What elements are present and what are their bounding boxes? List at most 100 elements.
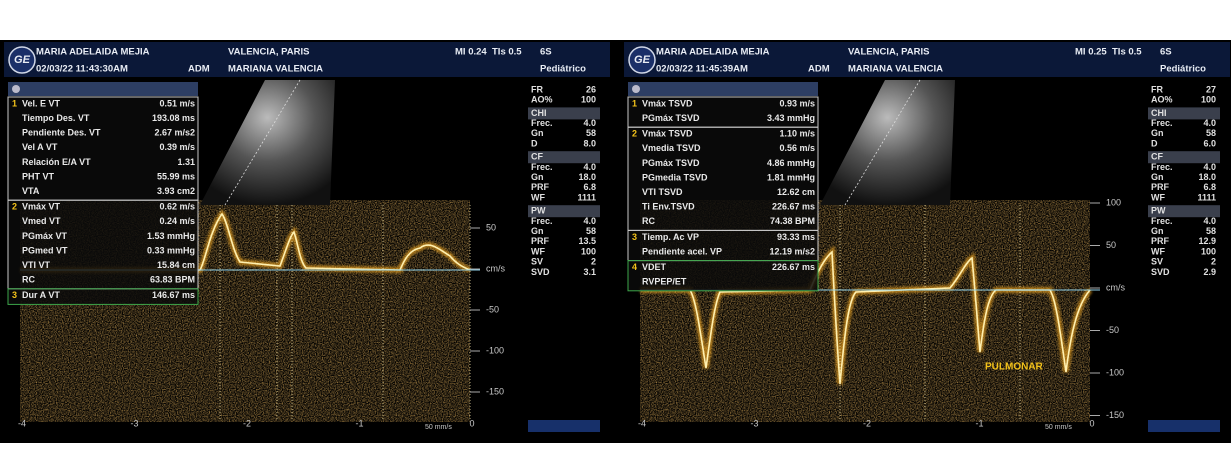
param-label: WF — [531, 192, 545, 202]
time-label: 0 — [1089, 418, 1094, 428]
param-value: 58 — [586, 128, 596, 138]
measurement-value: 0.24 m/s — [159, 216, 195, 226]
header-datetime: 02/03/22 11:43:30AM — [36, 64, 128, 75]
param-label: Gn — [1151, 226, 1164, 236]
param-value: 6.8 — [1203, 182, 1216, 192]
box-icon — [12, 85, 20, 93]
header-tis: TIs 0.5 — [492, 47, 522, 58]
header-tis: TIs 0.5 — [1112, 47, 1142, 58]
measurement-value: 12.19 m/s2 — [769, 246, 815, 256]
sweep-speed: 50 mm/s — [1045, 424, 1072, 431]
header-mi: MI 0.24 — [455, 47, 487, 58]
measurement-value: 226.67 ms — [772, 202, 815, 212]
param-section-label: CHI — [531, 108, 547, 118]
time-label: 0 — [469, 418, 474, 428]
box-head — [628, 82, 818, 96]
param-value: 58 — [1206, 128, 1216, 138]
velocity-label: -50 — [1106, 325, 1119, 335]
param-value: 4.0 — [583, 118, 596, 128]
status-box — [1148, 420, 1220, 432]
param-value: 8.0 — [583, 138, 596, 148]
measurement-label: Pendiente Des. VT — [22, 128, 101, 138]
param-label: PRF — [1151, 236, 1170, 246]
time-label: -2 — [243, 418, 251, 428]
time-label: -4 — [18, 418, 26, 428]
param-section-label: CHI — [1151, 108, 1167, 118]
param-label: SV — [1151, 257, 1163, 267]
param-label: Frec. — [531, 216, 553, 226]
velocity-label: 50 — [486, 222, 496, 232]
measurement-value: 63.83 BPM — [150, 275, 195, 285]
header-probe: 6S — [540, 47, 552, 58]
measurement-label: Vmáx VT — [22, 202, 61, 212]
param-label: Gn — [531, 172, 544, 182]
param-label: D — [531, 138, 538, 148]
measurement-value: 0.62 m/s — [159, 202, 195, 212]
header-patient: MARIA ADELAIDA MEJIA — [656, 47, 770, 58]
param-label: PRF — [531, 236, 550, 246]
measurement-label: Vmáx TSVD — [642, 129, 693, 139]
param-value: 58 — [586, 226, 596, 236]
measurement-value: 193.08 ms — [152, 113, 195, 123]
measurement-label: Vmáx TSVD — [642, 98, 693, 108]
param-label: FR — [1151, 84, 1163, 94]
param-value: 27 — [1206, 84, 1216, 94]
time-label: -1 — [355, 418, 363, 428]
velocity-label: cm/s — [486, 263, 505, 273]
group-index: 1 — [632, 98, 637, 108]
param-value: 6.0 — [1203, 138, 1216, 148]
param-value: 4.0 — [583, 162, 596, 172]
screenshot: GE MARIA ADELAIDA MEJIA 02/03/22 11:43:30A… — [0, 0, 1231, 463]
measurement-value: 0.93 m/s — [779, 98, 815, 108]
param-value: 18.0 — [578, 172, 596, 182]
param-label: SVD — [531, 267, 550, 277]
measurement-label: RC — [22, 275, 35, 285]
measurement-label: PGmedia TSVD — [642, 172, 708, 182]
group-index: 4 — [632, 262, 637, 272]
time-label: -1 — [975, 418, 983, 428]
status-box — [528, 420, 600, 432]
logo-text: GE — [14, 54, 31, 66]
measurement-value: 1.31 — [177, 157, 195, 167]
param-value: 26 — [586, 84, 596, 94]
header-patient: MARIA ADELAIDA MEJIA — [36, 47, 150, 58]
velocity-label: 100 — [1106, 197, 1121, 207]
group-index: 3 — [632, 232, 637, 242]
measurement-value: 3.93 cm2 — [157, 186, 195, 196]
param-label: WF — [1151, 246, 1165, 256]
measurement-label: Tiempo Des. VT — [22, 113, 90, 123]
header-datetime: 02/03/22 11:45:39AM — [656, 64, 748, 75]
param-value: 1111 — [1197, 192, 1216, 202]
group-index: 2 — [632, 129, 637, 139]
header-institution: VALENCIA, PARIS — [848, 47, 929, 58]
param-value: 100 — [1201, 246, 1216, 256]
measurement-label: RVPEP/ET — [642, 277, 687, 287]
param-label: Gn — [531, 226, 544, 236]
velocity-label: -50 — [486, 304, 499, 314]
param-value: 3.1 — [583, 267, 596, 277]
param-label: AO% — [1151, 95, 1173, 105]
param-label: Gn — [1151, 128, 1164, 138]
param-label: WF — [531, 246, 545, 256]
param-value: 2.9 — [1203, 267, 1216, 277]
measurement-label: Vel A VT — [22, 142, 58, 152]
measurement-label: PHT VT — [22, 171, 55, 181]
annotation: PULMONAR — [985, 362, 1044, 373]
header-operator: MARIANA VALENCIA — [848, 64, 943, 75]
group-index: 1 — [12, 98, 17, 108]
sweep-speed: 50 mm/s — [425, 424, 452, 431]
param-section-label: CF — [1151, 152, 1163, 162]
param-value: 1111 — [577, 192, 596, 202]
measurement-value: 226.67 ms — [772, 262, 815, 272]
param-value: 4.0 — [583, 216, 596, 226]
measurement-label: VTI VT — [22, 260, 51, 270]
box-head — [8, 82, 198, 96]
param-label: Frec. — [1151, 162, 1173, 172]
measurement-value: 4.86 mmHg — [767, 158, 815, 168]
velocity-label: -150 — [1106, 410, 1124, 420]
time-label: -2 — [863, 418, 871, 428]
param-value: 4.0 — [1203, 118, 1216, 128]
measurement-label: PGmáx VT — [22, 231, 68, 241]
box-icon — [632, 85, 640, 93]
